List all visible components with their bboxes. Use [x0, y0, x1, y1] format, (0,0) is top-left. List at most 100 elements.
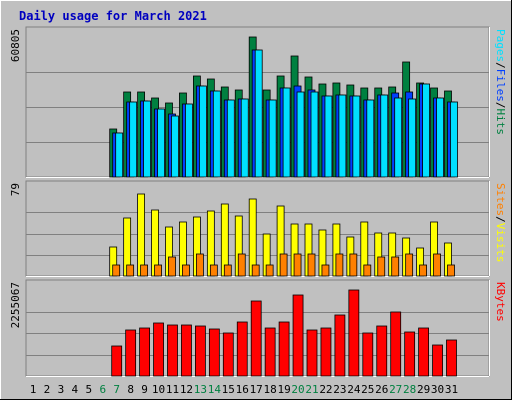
- bar-sites-day-20: [293, 253, 302, 277]
- bar-sites-day-7: [112, 264, 121, 277]
- bar-kbytes-day-27: [390, 311, 402, 377]
- bar-sites-day-22: [321, 264, 330, 277]
- bar-pages-day-28: [408, 98, 417, 178]
- bar-kbytes-day-16: [236, 321, 248, 377]
- day-label-9: 9: [141, 383, 148, 396]
- bar-kbytes-day-15: [222, 332, 234, 377]
- bar-kbytes-day-26: [376, 325, 388, 377]
- legend-text: Files: [494, 69, 507, 102]
- bar-kbytes-day-31: [446, 339, 457, 377]
- panel-middle: 79 Sites/Visits: [9, 180, 507, 277]
- bar-sites-day-10: [154, 264, 162, 277]
- day-label-5: 5: [85, 383, 92, 396]
- day-label-11: 11: [166, 383, 179, 396]
- bar-sites-day-21: [307, 253, 316, 277]
- bar-sites-day-31: [447, 264, 455, 277]
- bar-visits-day-9: [137, 193, 146, 277]
- bar-sites-day-25: [363, 264, 372, 277]
- bar-kbytes-day-29: [418, 327, 430, 377]
- bar-pages-day-23: [338, 94, 347, 178]
- bar-pages-day-17: [254, 49, 263, 178]
- bar-pages-day-9: [143, 100, 152, 178]
- day-label-27: 27: [389, 383, 402, 396]
- bar-kbytes-day-25: [362, 332, 374, 377]
- bar-pages-day-15: [226, 99, 235, 178]
- day-label-18: 18: [264, 383, 277, 396]
- day-label-19: 19: [277, 383, 290, 396]
- bar-kbytes-day-24: [348, 289, 360, 377]
- day-label-7: 7: [113, 383, 120, 396]
- day-label-4: 4: [72, 383, 79, 396]
- bar-sites-day-14: [209, 264, 218, 277]
- bar-sites-day-28: [405, 253, 414, 277]
- day-label-26: 26: [375, 383, 388, 396]
- bar-pages-day-7: [115, 132, 124, 178]
- day-label-22: 22: [319, 383, 332, 396]
- bar-sites-day-18: [265, 264, 274, 277]
- bar-kbytes-day-10: [153, 322, 164, 377]
- legend-text: /: [494, 62, 507, 69]
- bar-sites-day-8: [126, 264, 135, 277]
- bar-kbytes-day-14: [208, 328, 220, 377]
- y-max-label: 79: [9, 183, 22, 196]
- y-max-label: 60805: [9, 29, 22, 62]
- day-label-25: 25: [361, 383, 374, 396]
- bar-kbytes-day-18: [264, 327, 276, 377]
- bar-pages-day-31: [450, 101, 458, 178]
- bar-sites-day-23: [335, 253, 344, 277]
- bar-sites-day-27: [391, 256, 400, 277]
- chart-title: Daily usage for March 2021: [19, 9, 207, 23]
- bar-pages-day-18: [268, 99, 277, 178]
- day-label-29: 29: [417, 383, 430, 396]
- bar-sites-day-19: [279, 253, 288, 277]
- bar-pages-day-16: [240, 98, 249, 178]
- bar-pages-day-25: [366, 99, 375, 178]
- legend-text: /: [494, 102, 507, 109]
- series-legend-label: Sites/Visits: [494, 183, 507, 263]
- bar-pages-day-27: [394, 97, 403, 178]
- bar-kbytes-day-9: [139, 327, 151, 377]
- series-legend-label: Pages/Files/Hits: [494, 29, 507, 135]
- legend-text: Sites: [494, 183, 507, 216]
- day-label-31: 31: [445, 383, 458, 396]
- bar-sites-day-9: [140, 264, 149, 277]
- bar-pages-day-20: [296, 91, 305, 178]
- bar-sites-day-29: [419, 264, 428, 277]
- bar-kbytes-day-19: [278, 321, 290, 377]
- bar-pages-day-29: [422, 83, 431, 178]
- panel-bottom: 2255067 KBytes: [9, 279, 507, 377]
- bar-pages-day-10: [157, 108, 165, 178]
- bar-kbytes-day-23: [334, 314, 346, 377]
- legend-text: KBytes: [494, 282, 507, 322]
- day-label-21: 21: [305, 383, 318, 396]
- bar-pages-day-13: [198, 85, 207, 178]
- bar-kbytes-day-11: [167, 324, 178, 377]
- bar-pages-day-30: [436, 97, 444, 178]
- panel-top: 60805 Pages/Files/Hits: [9, 26, 507, 178]
- bar-kbytes-day-22: [320, 327, 332, 377]
- bar-sites-day-12: [182, 264, 190, 277]
- day-label-10: 10: [152, 383, 165, 396]
- bar-kbytes-day-13: [194, 325, 206, 377]
- bar-pages-day-8: [129, 101, 138, 178]
- day-label-13: 13: [194, 383, 207, 396]
- day-label-3: 3: [58, 383, 65, 396]
- bar-pages-day-22: [324, 95, 333, 178]
- day-label-16: 16: [236, 383, 249, 396]
- bar-kbytes-day-8: [125, 329, 137, 377]
- legend-text: Visits: [494, 223, 507, 263]
- day-label-15: 15: [222, 383, 235, 396]
- day-label-20: 20: [291, 383, 304, 396]
- bar-sites-day-30: [433, 253, 441, 277]
- bar-pages-day-24: [352, 95, 361, 178]
- bar-pages-day-14: [212, 90, 221, 178]
- bar-visits-day-17: [248, 198, 257, 277]
- legend-text: /: [494, 216, 507, 223]
- bar-sites-day-26: [377, 256, 386, 277]
- legend-text: Hits: [494, 109, 507, 136]
- day-label-17: 17: [250, 383, 263, 396]
- day-label-8: 8: [127, 383, 134, 396]
- day-label-28: 28: [403, 383, 416, 396]
